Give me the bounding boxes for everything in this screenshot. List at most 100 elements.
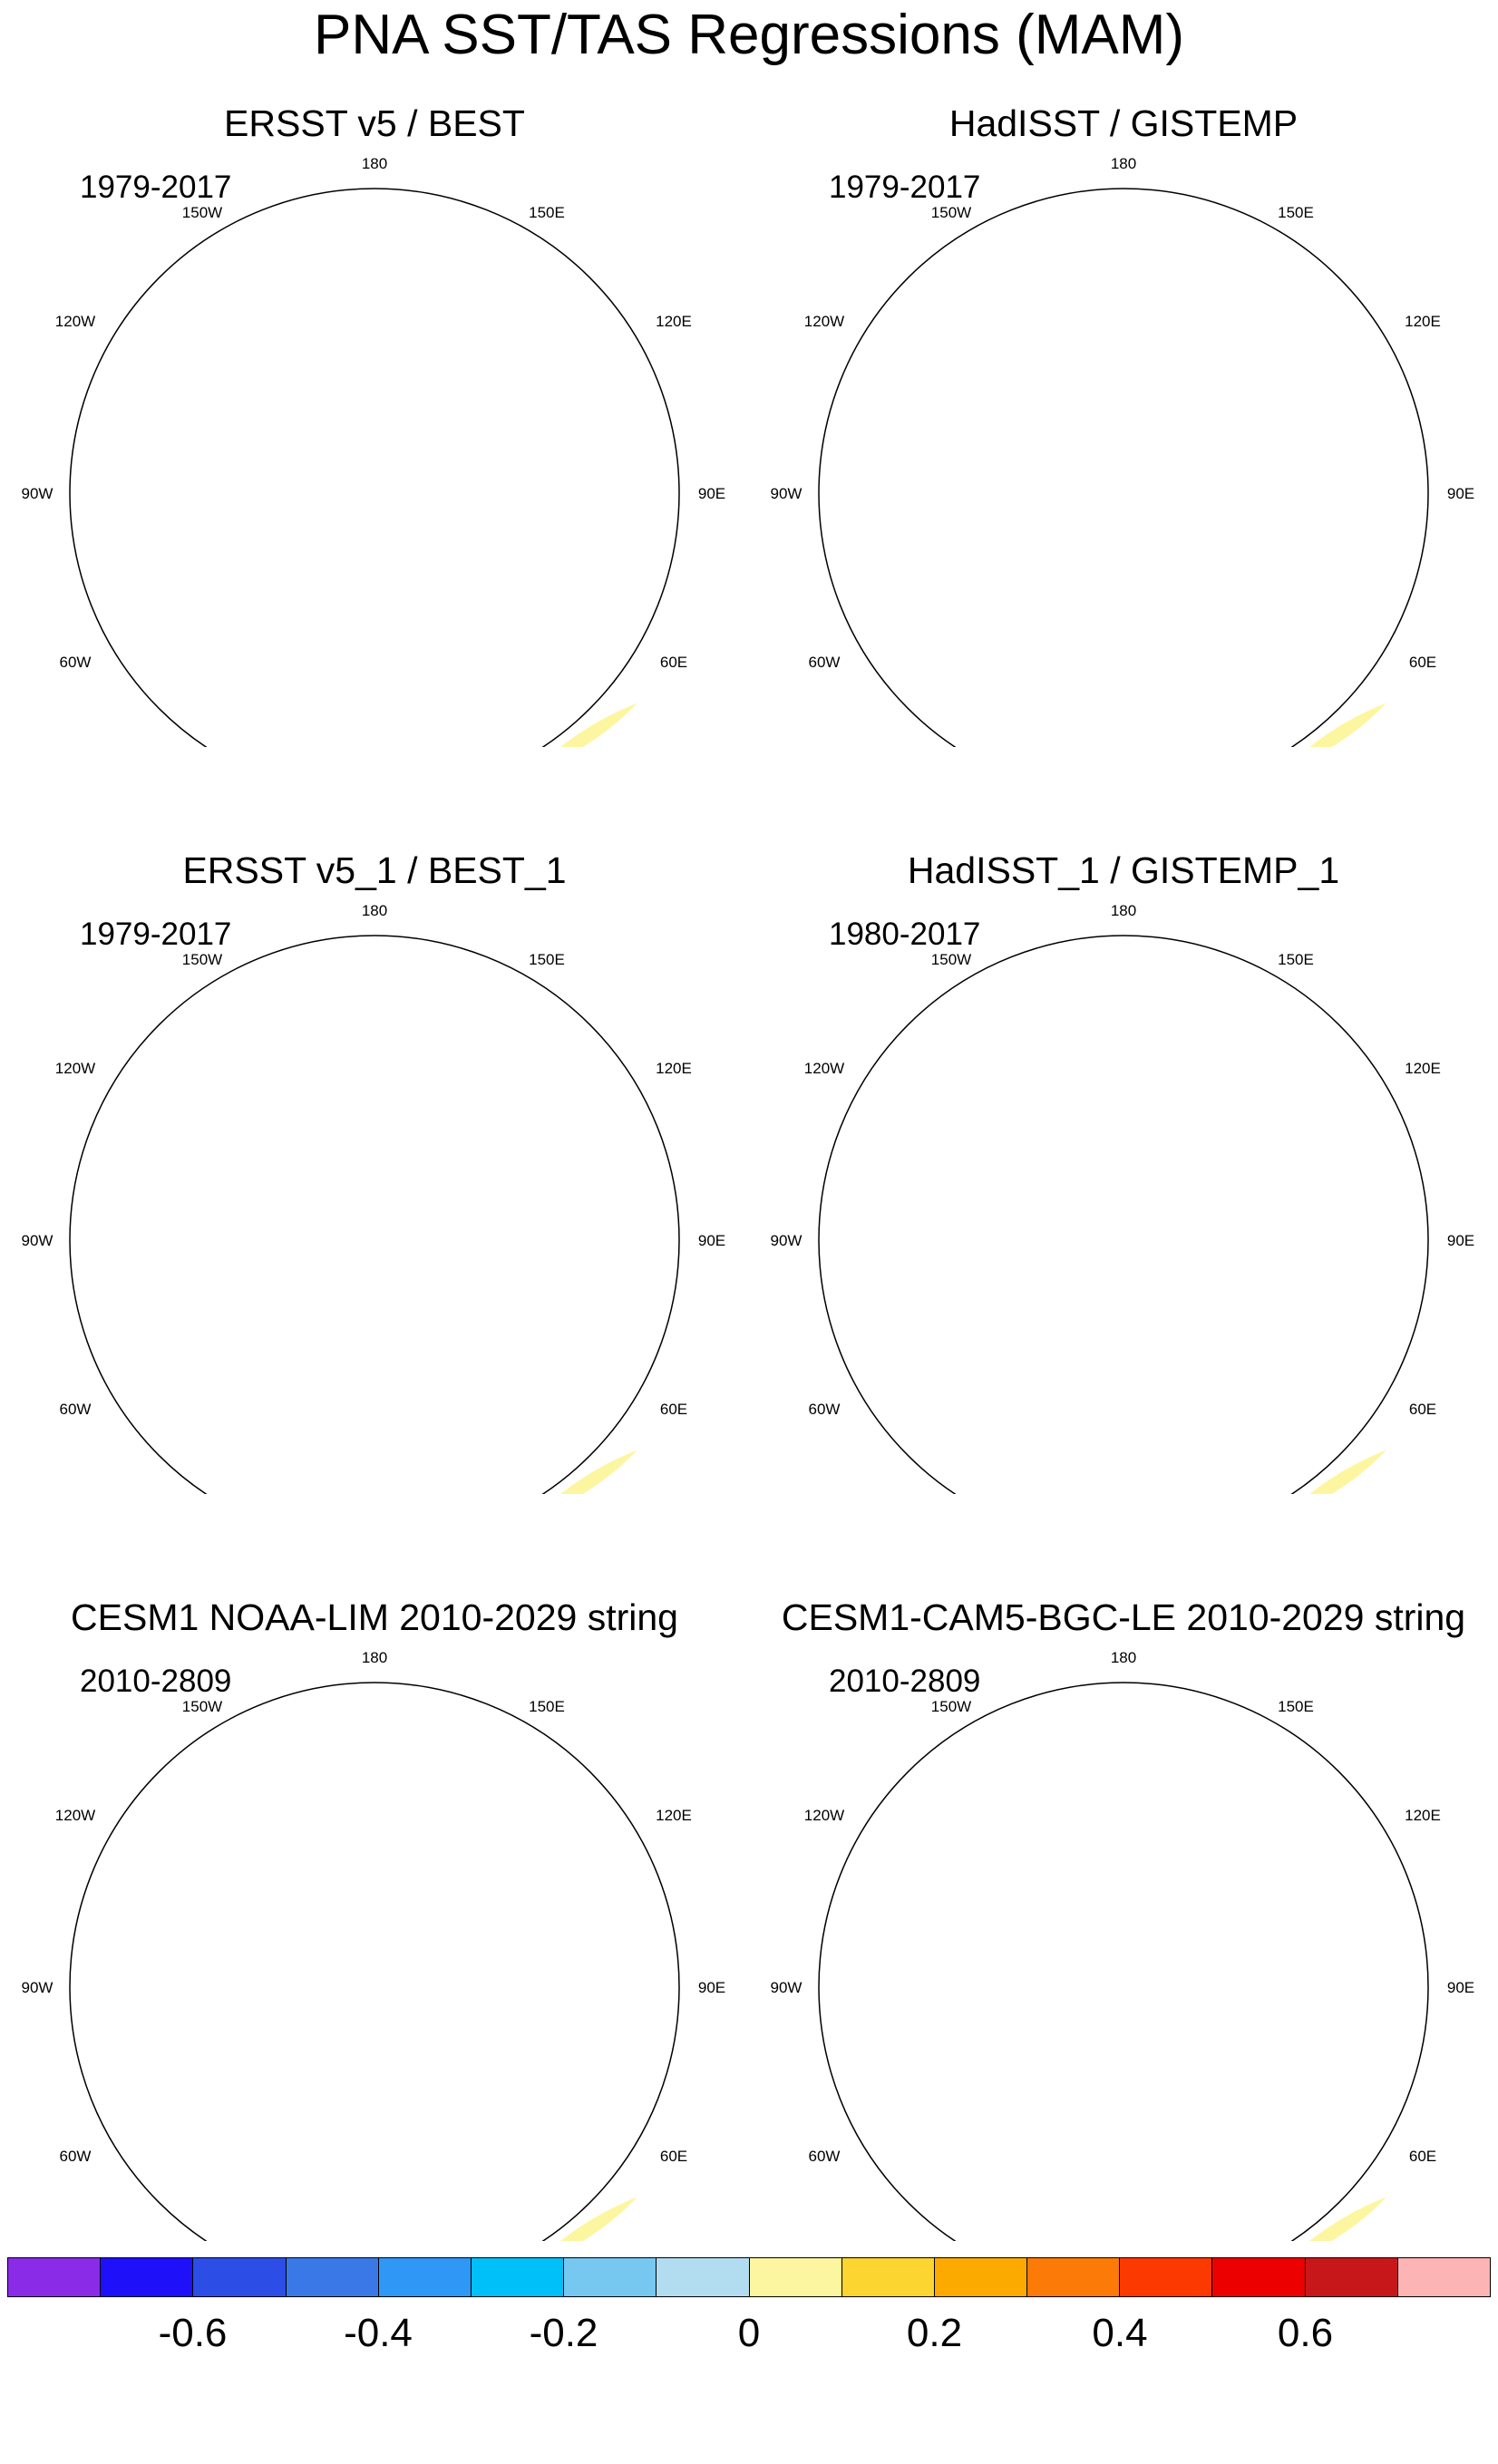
figure-title: PNA SST/TAS Regressions (MAM) <box>313 4 1185 66</box>
longitude-label-upper_right: 150E <box>1278 204 1314 221</box>
longitude-label-right_low: 60E <box>1409 1401 1436 1418</box>
longitude-label-upper_right: 150E <box>529 204 565 221</box>
land-outline-north-america <box>193 1858 381 1959</box>
arctic-warm-weak <box>266 1928 349 2012</box>
np-warm-band <box>824 1688 1024 1906</box>
atl-warm-spot <box>252 1311 334 1369</box>
land-outline-north-america <box>942 1111 1130 1212</box>
colorbar-swatch <box>1212 2258 1306 2296</box>
colorbar-swatch <box>193 2258 287 2296</box>
panel-period: 2010-2809 <box>80 1664 232 1699</box>
np-cold-inner <box>987 980 1114 1038</box>
arctic-warm-patch <box>275 1185 384 1294</box>
np-cold-inner <box>238 233 365 291</box>
np-cold-inner <box>238 980 365 1038</box>
colorbar <box>7 2257 1491 2297</box>
np-cold-outer <box>180 941 488 1086</box>
colorbar-swatch <box>1305 2258 1398 2296</box>
land-outline-greenland <box>310 1285 370 1350</box>
colorbar-swatch <box>749 2258 842 2296</box>
np-warm-band <box>75 194 275 412</box>
np-cold-core <box>1008 248 1066 276</box>
polar-map: 180150W150E120W120E90W90E60W60E30W30E0 <box>771 902 1474 1494</box>
longitude-label-left_mid: 90W <box>22 1232 54 1249</box>
colorbar-swatch <box>657 2258 750 2296</box>
np-warm-band <box>824 194 1024 412</box>
np-warm-band <box>75 941 275 1159</box>
np-cold-mid <box>960 1706 1178 1806</box>
longitude-label-left_low: 60W <box>809 654 841 671</box>
land-outline-greenland <box>310 538 370 603</box>
colorbar-swatch <box>934 2258 1028 2296</box>
land-outline-greenland <box>1059 538 1119 603</box>
map-boundary-circle <box>69 935 680 1494</box>
map-boundary-circle <box>818 1682 1429 2241</box>
panel-period: 2010-2809 <box>829 1664 981 1699</box>
np-cold-mid <box>211 1706 429 1806</box>
polar-map: 180150W150E120W120E90W90E60W60E30W30E0 <box>771 155 1474 747</box>
longitude-label-top: 180 <box>1111 155 1136 172</box>
longitude-label-left_mid: 90W <box>771 1979 802 1996</box>
longitude-label-right_mid: 90E <box>698 1979 725 1996</box>
longitude-label-right_high: 120E <box>656 313 692 330</box>
atl-warm-band <box>84 2123 338 2241</box>
map-panel-2: 180150W150E120W120E90W90E60W60E30W30E0Ha… <box>749 0 1498 747</box>
np-cold-outer <box>929 194 1237 339</box>
eurasia-warm-band <box>444 1429 647 1494</box>
coast-mask <box>824 1895 1016 1922</box>
coast-mask <box>75 401 268 428</box>
longitude-label-right_high: 120E <box>1405 1060 1441 1077</box>
colorbar-swatch <box>101 2258 194 2296</box>
colorbar-swatch <box>286 2258 379 2296</box>
map-panel-6: 180150W150E120W120E90W90E60W60E30W30E0CE… <box>749 1494 1498 2241</box>
map-panel-1: 180150W150E120W120E90W90E60W60E30W30E0ER… <box>0 0 749 747</box>
colorbar-swatch <box>1027 2258 1121 2296</box>
atl-cold-band <box>70 1276 220 1458</box>
longitude-label-right_low: 60E <box>660 1401 687 1418</box>
coast-mask <box>75 1148 268 1175</box>
atl-warm-band <box>833 2123 1087 2241</box>
field-background <box>1193 2176 1430 2241</box>
longitude-label-left_high: 120W <box>804 1060 844 1077</box>
atl-warm-spot <box>252 564 334 622</box>
longitude-label-right_mid: 90E <box>1447 1979 1474 1996</box>
polar-map: 180150W150E120W120E90W90E60W60E30W30E0 <box>22 155 725 747</box>
land-outline-north-america <box>193 364 381 465</box>
map-boundary-circle <box>818 935 1429 1494</box>
eurasia-warm-band <box>444 2176 647 2241</box>
polar-map: 180150W150E120W120E90W90E60W60E30W30E0 <box>771 1649 1474 2241</box>
bering-cold-spot <box>1184 1779 1235 1815</box>
polar-map: 180150W150E120W120E90W90E60W60E30W30E0 <box>22 902 725 1494</box>
np-warm-band <box>75 1688 275 1906</box>
colorbar-tick-label: 0.4 <box>1092 2311 1148 2355</box>
longitude-label-top: 180 <box>362 1649 387 1666</box>
map-panel-3: 180150W150E120W120E90W90E60W60E30W30E0ER… <box>0 747 749 1494</box>
np-warm-core <box>838 369 1015 422</box>
wp-warm-band <box>1223 959 1368 1068</box>
longitude-label-upper_right: 150E <box>1278 1698 1314 1715</box>
np-warm-core <box>838 1116 1015 1169</box>
atl-warm-spot <box>1001 564 1083 622</box>
colorbar-tick-label: -0.2 <box>529 2311 598 2355</box>
na-warm-patch <box>184 407 357 539</box>
map-boundary-circle <box>69 1682 680 2241</box>
longitude-label-right_mid: 90E <box>698 485 725 502</box>
colorbar-tick-label: 0 <box>737 2311 761 2355</box>
longitude-label-left_low: 60W <box>60 2148 92 2165</box>
arctic-warm-outer <box>1052 1897 1138 2082</box>
land-outline-greenland <box>1059 2032 1119 2097</box>
np-cold-mid <box>211 212 429 312</box>
np-warm-band <box>824 941 1024 1159</box>
np-cold-outer <box>929 1688 1237 1833</box>
longitude-label-upper_left: 150W <box>182 204 222 221</box>
atl-warm-spot <box>252 2058 334 2116</box>
np-cold-core <box>259 248 317 276</box>
wp-warm-band <box>474 1706 619 1815</box>
field-background <box>444 2176 681 2241</box>
field-background <box>444 682 681 747</box>
longitude-label-left_mid: 90W <box>771 1232 802 1249</box>
na-warm-patch <box>933 407 1106 539</box>
longitude-label-upper_left: 150W <box>931 1698 971 1715</box>
longitude-label-upper_right: 150E <box>1278 951 1314 968</box>
panel-period: 1979-2017 <box>80 917 232 952</box>
